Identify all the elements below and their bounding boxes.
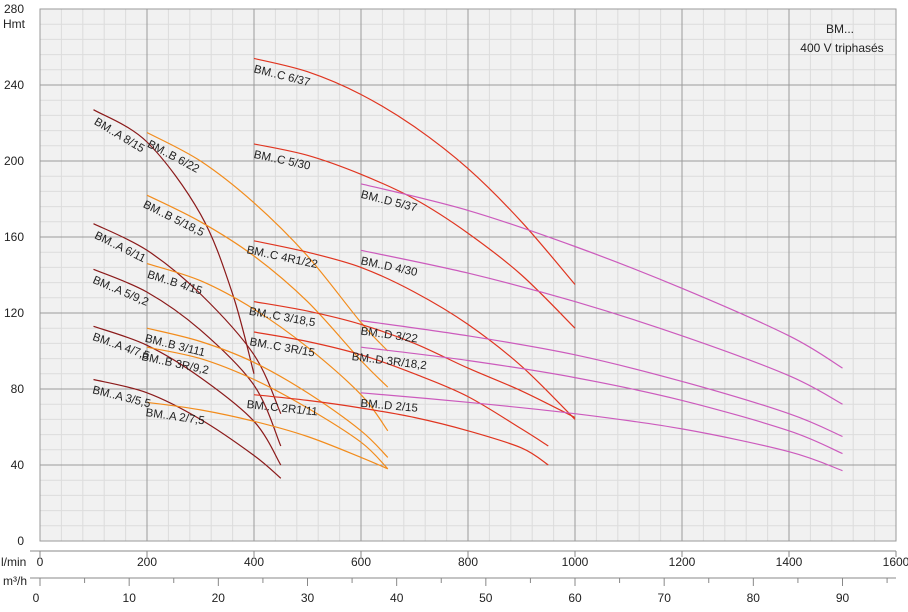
y-tick-label: 40	[11, 458, 25, 472]
pump-curve	[146, 194, 389, 388]
pump-curve	[253, 240, 576, 420]
pump-curve	[360, 346, 843, 455]
y-tick-label: 280	[4, 2, 24, 16]
minor-grid	[40, 9, 896, 541]
pump-curve	[253, 394, 549, 466]
pump-curve	[253, 143, 576, 329]
curve-label: BM..D 2/15	[360, 398, 418, 415]
plot-border	[39, 8, 897, 542]
pump-curve	[360, 392, 843, 472]
pump-curve	[93, 109, 255, 374]
x-tick-label: 1000	[562, 555, 589, 569]
pump-curve	[360, 320, 843, 438]
pump-curve	[253, 331, 549, 447]
y-tick-label: 160	[4, 230, 24, 244]
x-tick-label: 600	[351, 555, 371, 569]
pump-curves	[93, 57, 843, 479]
pump-curve	[253, 301, 576, 419]
pump-curve	[146, 346, 389, 470]
y-tick-label: 120	[4, 306, 24, 320]
x2-tick-label: 10	[123, 591, 137, 605]
x2-tick-label: 80	[747, 591, 761, 605]
chart-subtitle: 400 V triphasés	[800, 41, 883, 55]
x-axis-m3h: 0 10 20 30 40 50 60 70 80 90	[30, 577, 896, 605]
pump-curve	[360, 183, 843, 369]
pump-curve	[360, 249, 843, 405]
x-axis-label-m3h: m³/h	[3, 574, 27, 588]
x2-tick-label: 90	[836, 591, 850, 605]
y-axis: 0 40 80 120 160 200 240 280	[4, 2, 24, 548]
pump-curve	[93, 325, 282, 466]
pump-curve	[146, 263, 389, 432]
pump-curve	[93, 378, 282, 479]
x-axis-label-lmin: l/min	[1, 555, 26, 569]
x2-tick-label: 70	[658, 591, 672, 605]
y-tick-label: 80	[11, 382, 25, 396]
x2-tick-label: 30	[301, 591, 315, 605]
x2-tick-label: 40	[390, 591, 404, 605]
x-tick-label: 1200	[669, 555, 696, 569]
y-tick-label: 200	[4, 154, 24, 168]
chart-title: BM...	[826, 22, 854, 36]
pump-curve	[146, 327, 389, 458]
x2-tick-label: 50	[479, 591, 493, 605]
x-tick-label: 0	[37, 555, 44, 569]
x-axis-lmin: 0 200 400 600 800 1000 1200 1400 1600	[30, 550, 908, 569]
x2-tick-label: 20	[212, 591, 226, 605]
x-tick-label: 1600	[883, 555, 908, 569]
x-tick-label: 800	[458, 555, 478, 569]
major-grid	[39, 8, 897, 542]
y-axis-label: Hmt	[3, 17, 26, 31]
pump-curve	[146, 401, 389, 470]
x2-tick-label: 0	[33, 591, 40, 605]
x2-tick-label: 60	[568, 591, 582, 605]
pump-curve	[93, 268, 282, 447]
x-tick-label: 400	[244, 555, 264, 569]
x-tick-label: 1400	[776, 555, 803, 569]
pump-curve	[253, 57, 576, 285]
x-tick-label: 200	[137, 555, 157, 569]
y-tick-label: 0	[17, 534, 24, 548]
pump-curve	[146, 131, 389, 352]
y-tick-label: 240	[4, 78, 24, 92]
pump-curve	[93, 223, 282, 414]
